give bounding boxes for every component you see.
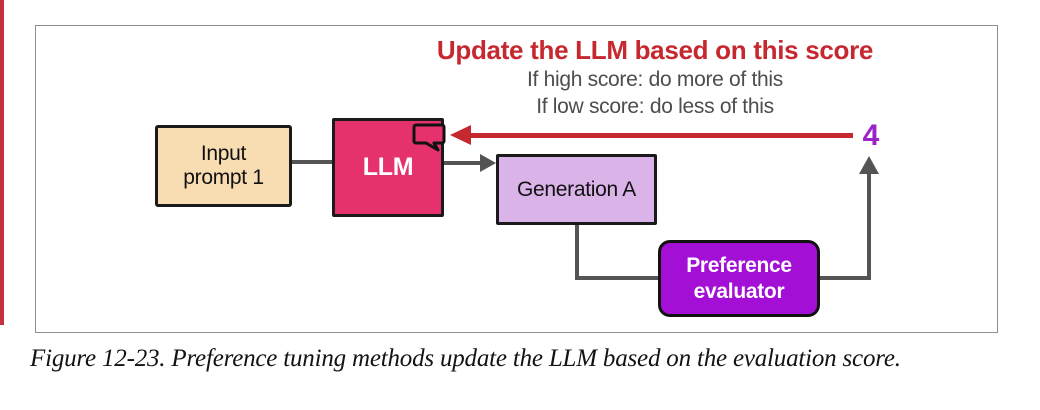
arrowhead-up-icon [859, 156, 879, 174]
figure-caption: Figure 12-23. Preference tuning methods … [30, 345, 901, 372]
update-annotation: Update the LLM based on this score If hi… [435, 35, 875, 120]
feedback-arrowhead-left-icon [450, 125, 471, 145]
llm-node: LLM [332, 118, 446, 217]
generation-a-node: Generation A [496, 154, 657, 225]
connector-generation-down [575, 225, 579, 280]
speech-bubble-icon [412, 123, 446, 152]
connector-evaluator-out [820, 276, 871, 280]
llm-node-label: LLM [362, 153, 414, 181]
arrowhead-right-icon [480, 154, 496, 172]
annotation-high-score-line: If high score: do more of this [527, 67, 783, 91]
input-prompt-node: Input prompt 1 [155, 125, 292, 207]
connector-input-to-llm [292, 160, 332, 164]
score-value: 4 [862, 119, 880, 152]
preference-evaluator-node: Preference evaluator [658, 240, 820, 317]
left-accent-bar [0, 0, 4, 325]
annotation-heading: Update the LLM based on this score [436, 35, 874, 65]
annotation-low-score-line: If low score: do less of this [536, 95, 774, 119]
connector-up-to-score [867, 174, 871, 280]
connector-generation-to-evaluator [575, 276, 658, 280]
feedback-arrow-line [468, 133, 853, 138]
connector-llm-to-generation [444, 161, 482, 165]
